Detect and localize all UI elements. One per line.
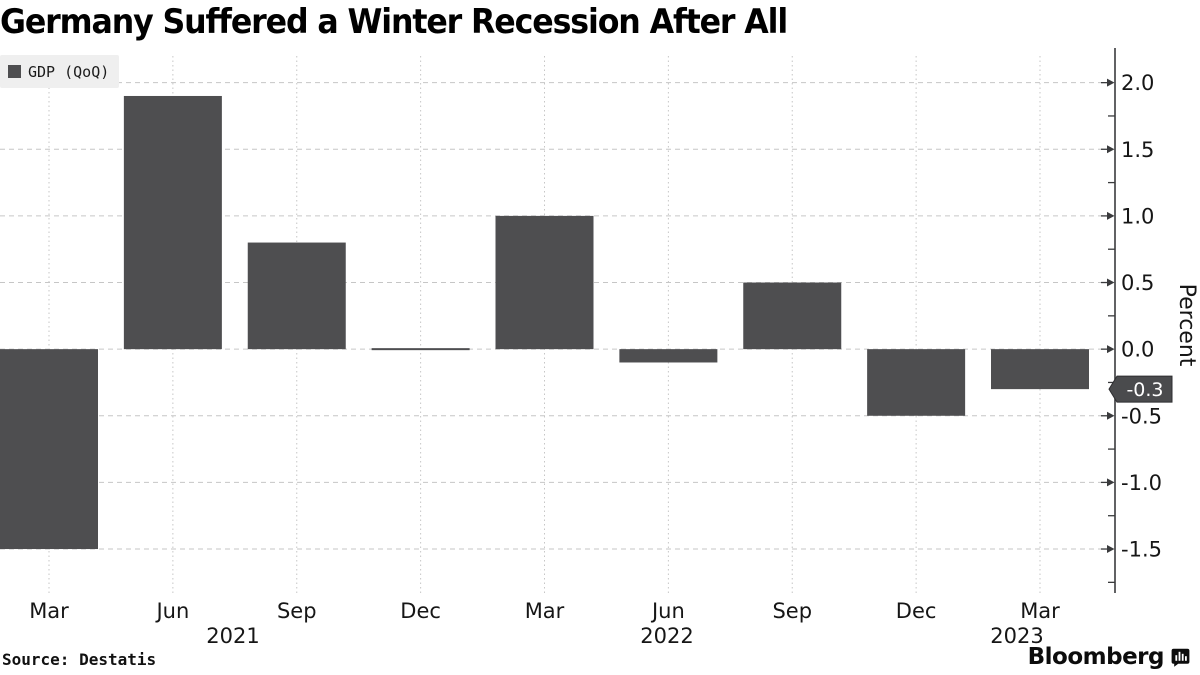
x-tick-label: Dec [896,599,937,623]
bloomberg-chart-bubble-icon [1171,648,1190,667]
source-note: Source: Destatis [2,650,157,669]
y-tick-label: 2.0 [1121,71,1154,95]
bar [867,349,966,416]
x-tick-label: Jun [650,599,685,623]
x-tick-label: Sep [772,599,812,623]
y-tick-label: 1.5 [1121,138,1154,162]
x-tick-label: Jun [154,599,189,623]
legend-swatch-icon [8,65,21,78]
legend: GDP (QoQ) [0,55,120,88]
y-axis-title: Percent [1174,284,1199,367]
current-value-label: -0.3 [1126,379,1163,401]
x-tick-label: Mar [1020,599,1060,623]
year-label: 2023 [990,624,1043,648]
y-tick-label: 1.0 [1121,204,1154,228]
bar [619,349,718,363]
bloomberg-logo: Bloomberg [1028,644,1190,670]
bar [743,282,842,350]
y-tick-label: -1.0 [1121,471,1162,495]
x-tick-label: Sep [277,599,317,623]
current-value-badge: -0.3 [1108,375,1173,403]
chart-title: Germany Suffered a Winter Recession Afte… [0,2,788,42]
x-axis-labels: Mar Jun Sep Dec Mar Jun Sep Dec Mar 2021 2022 2023 [29,599,1060,648]
year-label: 2021 [206,624,259,648]
y-tick-label: 0.0 [1121,338,1154,362]
year-label: 2022 [640,624,693,648]
x-tick-label: Mar [29,599,69,623]
y-tick-label: 0.5 [1121,271,1154,295]
x-tick-label: Mar [525,599,565,623]
bar [0,349,98,550]
bar [123,95,222,350]
bar [371,348,470,351]
bar [247,242,346,350]
bar [495,215,594,350]
legend-label: GDP (QoQ) [28,62,110,81]
bars [0,95,1089,550]
y-tick-label: -1.5 [1121,538,1162,562]
bloomberg-wordmark: Bloomberg [1027,644,1165,670]
bar [991,349,1089,390]
y-tick-label: -0.5 [1121,404,1162,428]
x-tick-label: Dec [400,599,441,623]
right-axis: 2.0 1.5 1.0 0.5 0.0 -0.5 -1.0 -1.5 [1101,48,1162,593]
